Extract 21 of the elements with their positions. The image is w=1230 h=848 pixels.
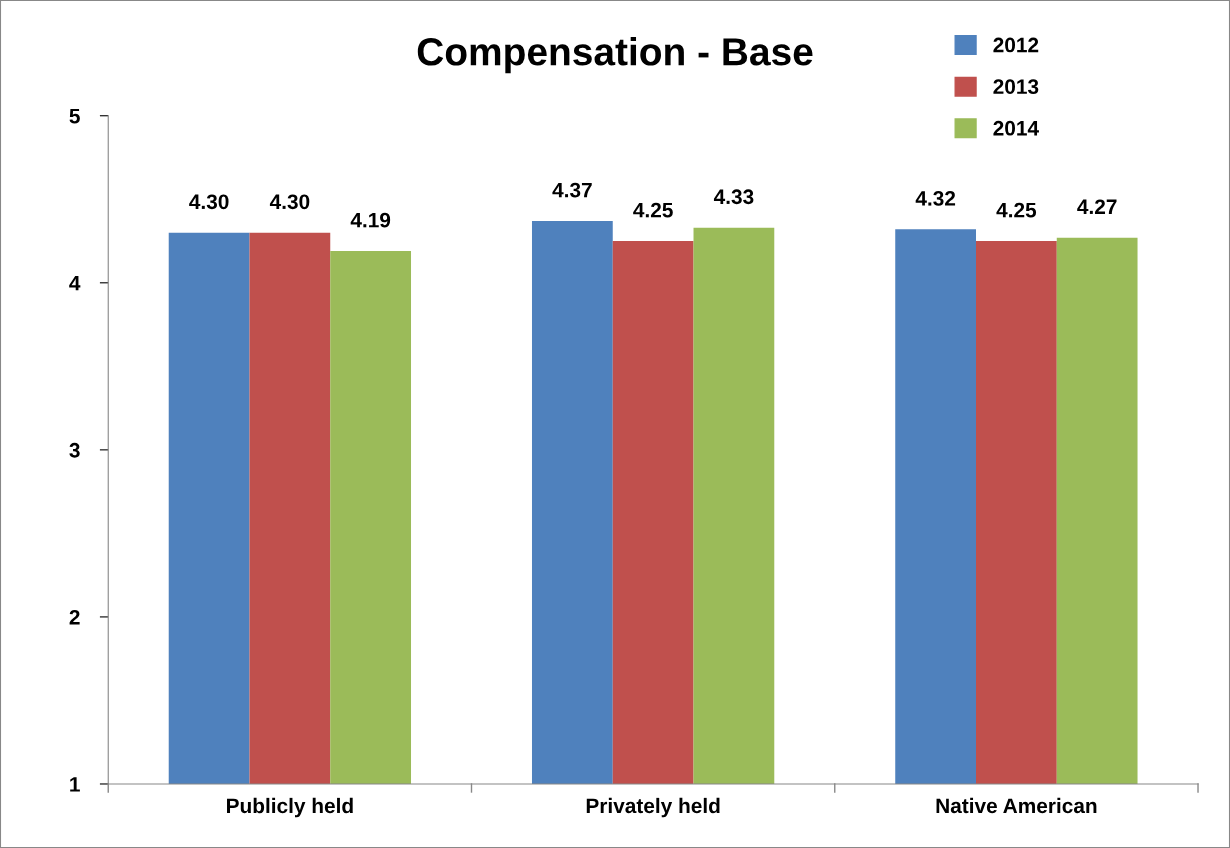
y-tick-label: 2	[69, 609, 80, 625]
y-tick-label: 3	[69, 442, 80, 458]
data-label: 4.37	[552, 182, 592, 198]
data-label: 4.33	[713, 189, 754, 205]
legend-label: 2013	[993, 79, 1039, 95]
y-tick-label: 1	[70, 777, 80, 792]
legend-label: 2012	[993, 37, 1039, 53]
data-label: 4.27	[1077, 199, 1117, 214]
x-tick-label: Privately held	[586, 797, 720, 818]
y-tick-label: 5	[69, 108, 80, 124]
data-label: 4.30	[189, 194, 229, 210]
x-tick-label: Publicly held	[227, 797, 353, 818]
data-label: 4.25	[996, 202, 1037, 218]
data-label: 4.19	[350, 212, 391, 228]
data-label: 4.32	[915, 191, 956, 206]
data-label: 4.25	[633, 202, 673, 218]
x-tick-label: Native American	[936, 797, 1097, 814]
data-label: 4.30	[269, 194, 310, 210]
legend-label: 2014	[993, 120, 1039, 136]
chart-title: Compensation - Base	[417, 36, 813, 74]
y-tick-label: 4	[69, 276, 81, 291]
